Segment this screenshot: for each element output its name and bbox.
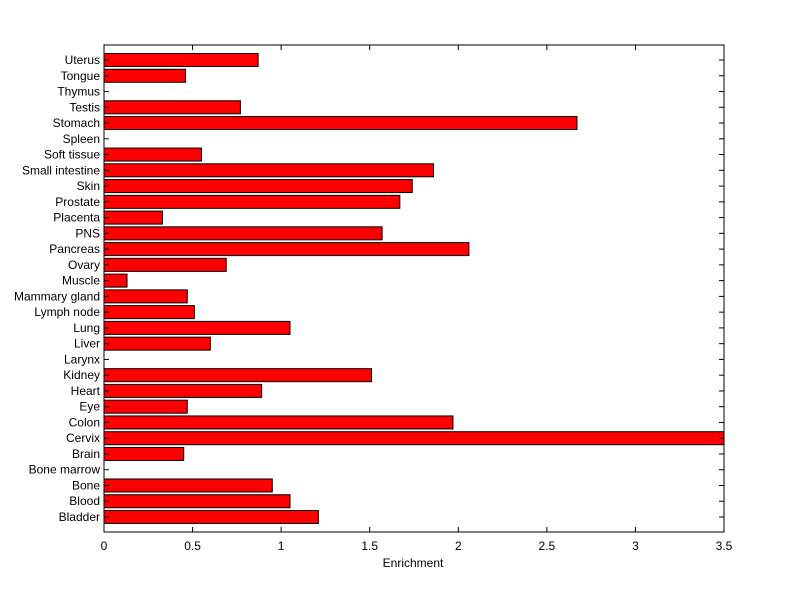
bar-liver [103,336,211,351]
bar-tongue [103,68,186,83]
bar-colon [103,415,454,430]
category-label-small-intestine: Small intestine [22,163,100,177]
category-label-soft-tissue: Soft tissue [44,148,100,162]
bar-kidney [103,368,372,383]
category-label-larynx: Larynx [64,352,100,366]
category-label-bone: Bone [72,478,100,492]
category-label-skin: Skin [77,179,100,193]
category-label-cervix: Cervix [66,431,100,445]
category-label-bladder: Bladder [59,510,100,524]
bar-heart [103,383,263,398]
bar-mammary-gland [103,289,188,304]
bar-pns [103,226,383,241]
bar-lymph-node [103,305,195,320]
bar-blood [103,494,291,509]
bar-bone [103,478,273,493]
category-label-tongue: Tongue [61,69,101,83]
bar-ovary [103,257,227,272]
category-label-thymus: Thymus [57,85,100,99]
x-tick-label-1: 0.5 [184,539,201,553]
bar-lung [103,320,291,335]
category-label-muscle: Muscle [62,274,100,288]
category-label-uterus: Uterus [65,53,100,67]
bar-stomach [103,116,578,131]
bar-bladder [103,510,319,524]
bar-prostate [103,194,401,209]
category-label-mammary-gland: Mammary gland [14,289,100,303]
bar-pancreas [103,242,470,257]
x-axis-label: Enrichment [383,556,444,570]
category-label-lung: Lung [73,321,100,335]
category-label-kidney: Kidney [63,368,100,382]
bar-uterus [103,53,259,67]
bar-small-intestine [103,163,434,178]
category-label-liver: Liver [74,337,100,351]
category-label-bone-marrow: Bone marrow [29,463,101,477]
category-label-pns: PNS [75,226,100,240]
category-label-colon: Colon [69,415,100,429]
category-label-pancreas: Pancreas [49,242,100,256]
bar-cervix [103,431,725,446]
x-tick-label-7: 3.5 [716,539,733,553]
bar-skin [103,179,413,194]
bar-soft-tissue [103,147,202,162]
category-label-heart: Heart [71,384,101,398]
x-tick-label-6: 3 [632,539,639,553]
category-label-prostate: Prostate [55,195,100,209]
x-tick-label-0: 0 [101,539,108,553]
category-label-placenta: Placenta [53,211,100,225]
category-label-testis: Testis [69,100,100,114]
x-tick-label-5: 2.5 [539,539,556,553]
x-tick-label-2: 1 [278,539,285,553]
bar-placenta [103,210,163,225]
bar-testis [103,100,241,115]
x-tick-label-4: 2 [455,539,462,553]
bar-brain [103,446,185,461]
category-label-stomach: Stomach [53,116,100,130]
category-label-brain: Brain [72,447,100,461]
category-label-lymph-node: Lymph node [34,305,100,319]
category-label-spleen: Spleen [63,132,100,146]
category-label-blood: Blood [69,494,100,508]
axes-frame [103,44,725,533]
x-tick-label-3: 1.5 [361,539,378,553]
category-label-eye: Eye [79,400,100,414]
x-ticks-group: 0 0.5 1 1.5 2 2.5 3 3.5 [101,45,733,553]
category-label-ovary: Ovary [68,258,100,272]
bar-eye [103,399,188,414]
